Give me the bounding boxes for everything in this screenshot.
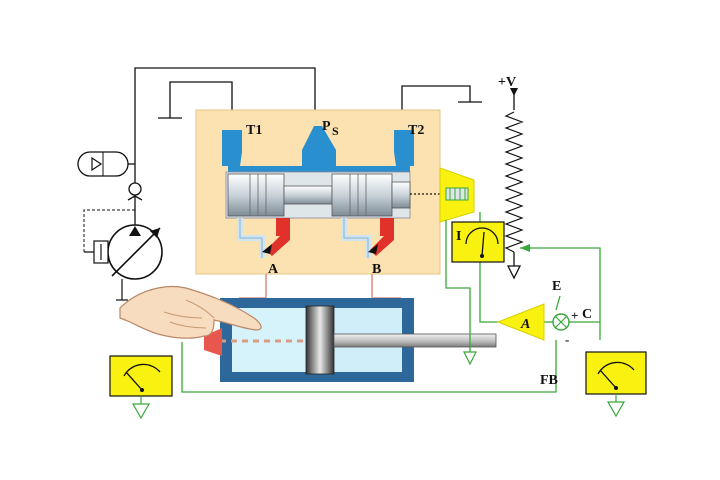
- label-port-b: B: [372, 262, 381, 277]
- summing-junction: [552, 313, 570, 331]
- feedback-potentiometer: [504, 88, 524, 280]
- command-meter: [585, 351, 647, 418]
- piston: [305, 305, 335, 375]
- label-minus: -: [565, 332, 569, 347]
- accumulator: [77, 151, 135, 177]
- hydraulic-cylinder: [204, 298, 497, 382]
- hand-icon: [119, 286, 262, 339]
- label-current-meter: I: [456, 229, 461, 244]
- label-feedback: FB: [540, 373, 558, 388]
- label-error: E: [552, 279, 561, 294]
- label-command: C: [582, 307, 592, 322]
- label-t2: T2: [408, 123, 424, 138]
- check-valve: [127, 182, 143, 201]
- amplifier: [496, 303, 545, 341]
- label-port-a: A: [268, 262, 279, 277]
- current-meter: [451, 221, 505, 263]
- feedback-meter: [109, 355, 173, 420]
- hydraulic-pump: [83, 209, 163, 301]
- piston-rod: [333, 333, 497, 348]
- label-supply: +V: [498, 75, 516, 90]
- label-ps-s: S: [332, 124, 339, 138]
- label-plus: +: [571, 308, 578, 323]
- servo-valve: [195, 109, 475, 275]
- label-amplifier: A: [520, 317, 530, 332]
- label-t1: T1: [246, 123, 262, 138]
- label-ps-p: P: [322, 119, 331, 134]
